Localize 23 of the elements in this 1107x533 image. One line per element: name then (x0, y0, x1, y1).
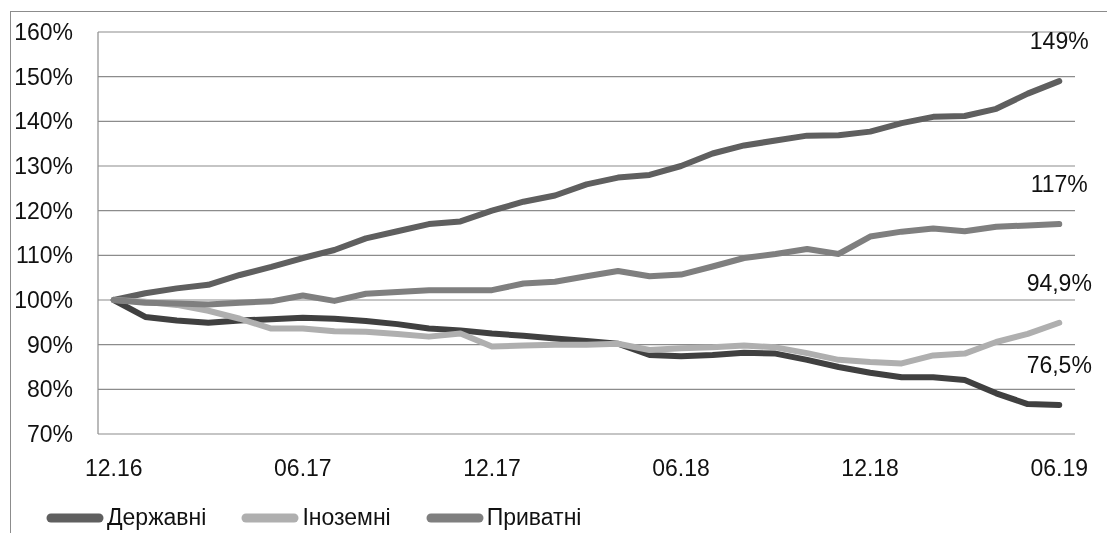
x-tick-label: 12.17 (463, 455, 521, 482)
y-tick-label: 120% (14, 197, 73, 224)
y-tick-label: 90% (26, 331, 73, 358)
y-tick-label: 70% (26, 421, 73, 448)
y-tick-label: 110% (15, 242, 73, 269)
data-label: 117% (1030, 171, 1088, 198)
y-tick-label: 80% (26, 376, 73, 403)
x-tick-label: 06.18 (652, 455, 710, 482)
x-tick-label: 06.19 (1030, 455, 1089, 482)
y-tick-label: 160% (14, 19, 73, 46)
legend-label: Приватні (486, 504, 582, 531)
y-tick-label: 150% (14, 63, 73, 90)
data-label: 94,9% (1026, 269, 1092, 296)
x-tick-label: 06.17 (274, 455, 332, 482)
y-tick-label: 140% (14, 108, 73, 135)
data-label: 149% (1029, 28, 1089, 55)
y-tick-label: 130% (14, 153, 73, 180)
legend-label: Іноземні (302, 504, 391, 531)
x-tick-label: 12.18 (841, 455, 899, 482)
x-tick-label: 12.16 (84, 455, 143, 482)
y-tick-label: 100% (14, 287, 73, 314)
legend-label: Державні (107, 504, 207, 531)
data-label: 76,5% (1026, 351, 1092, 378)
